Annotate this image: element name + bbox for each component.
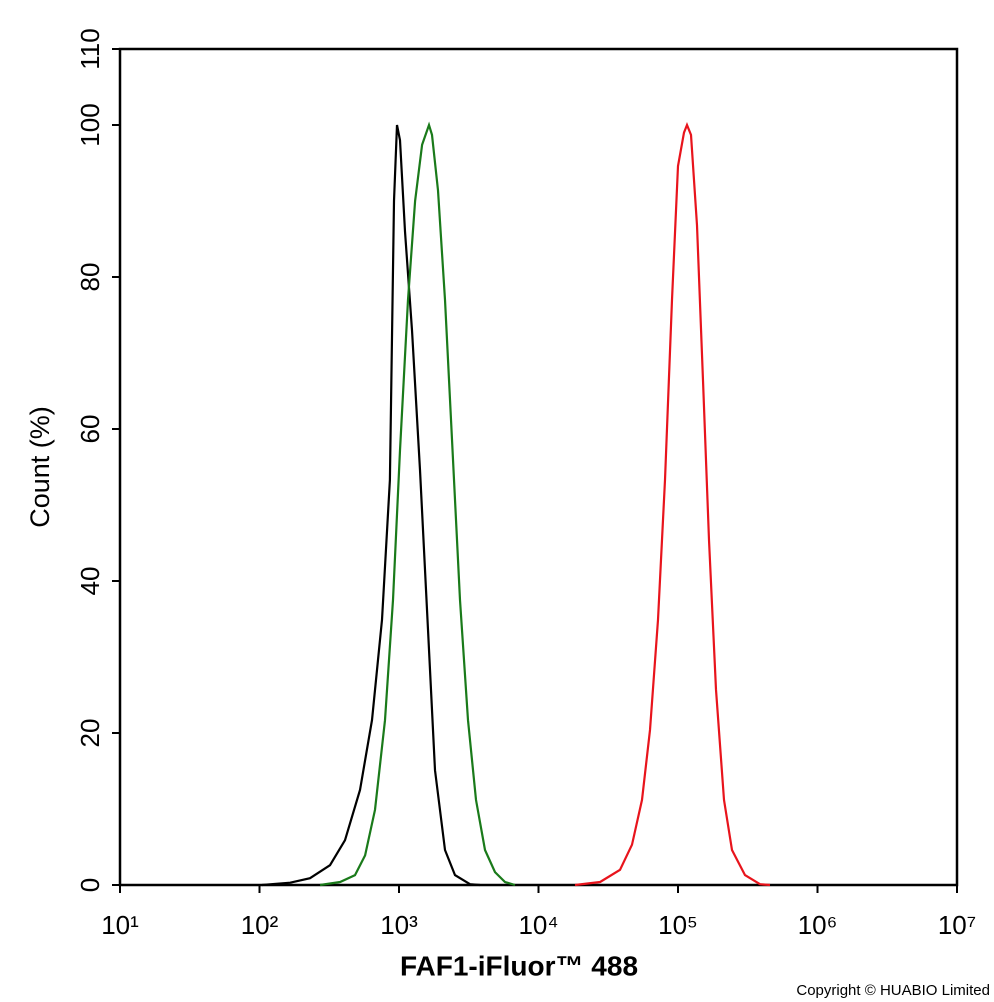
x-tick-label: 10¹	[101, 910, 139, 940]
y-axis-label: Count (%)	[25, 406, 55, 528]
plot-frame	[118, 47, 959, 887]
histogram-line	[261, 124, 481, 887]
histogram-line	[574, 122, 771, 887]
x-tick-label: 10²	[241, 910, 279, 940]
x-tick-label: 10⁷	[938, 910, 976, 940]
y-tick-label: 80	[75, 263, 105, 292]
copyright: Copyright © HUABIO Limited	[796, 982, 990, 999]
y-tick-label: 0	[75, 878, 105, 892]
x-tick-label: 10³	[380, 910, 418, 940]
x-axis-label: FAF1-iFluor™ 488	[400, 950, 638, 981]
y-tick-label: 100	[75, 103, 105, 146]
x-tick-label: 10⁶	[798, 910, 838, 940]
y-tick-label: 110	[75, 28, 105, 69]
y-tick-label: 20	[75, 719, 105, 748]
histogram-line	[319, 121, 516, 887]
x-tick-label: 10⁵	[658, 910, 698, 940]
y-tick-label: 40	[75, 567, 105, 596]
x-tick-label: 10⁴	[518, 910, 558, 940]
y-tick-label: 60	[75, 415, 105, 444]
